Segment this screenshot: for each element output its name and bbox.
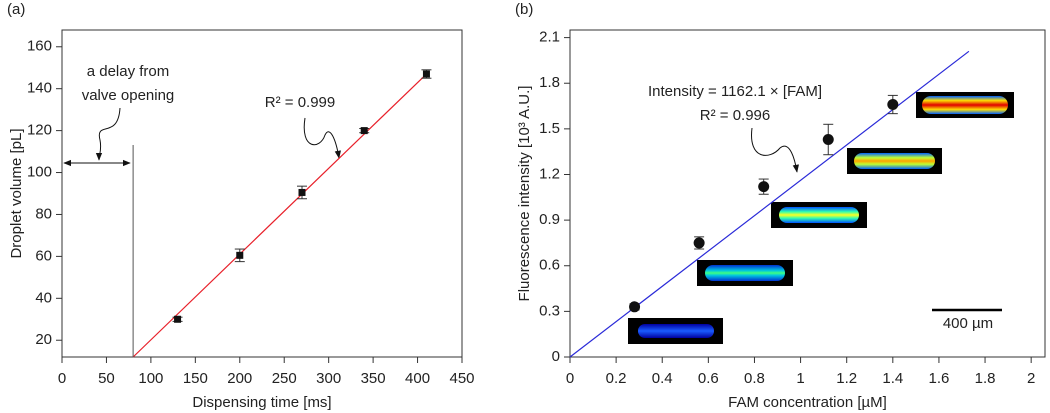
y-tick-label: 20	[35, 331, 52, 348]
point	[422, 70, 430, 78]
x-tick-label: 2	[1027, 370, 1035, 387]
insets	[628, 92, 1014, 344]
annotation: R² = 0.999	[265, 94, 335, 111]
x-tick-label: 150	[183, 370, 208, 387]
x-tick-label: 0.6	[698, 370, 719, 387]
annotation: valve opening	[82, 87, 175, 104]
point	[758, 181, 770, 193]
x-tick-label: 1.2	[836, 370, 857, 387]
x-tick-label: 0	[566, 370, 574, 387]
x-tick-label: 450	[449, 370, 474, 387]
y-tick-label: 0	[552, 348, 560, 365]
panel-label: (b)	[515, 1, 533, 18]
x-tick-label: 0.8	[744, 370, 765, 387]
x-tick-label: 50	[98, 370, 115, 387]
x-axis-label: Dispensing time [ms]	[192, 394, 331, 411]
y-tick-label: 0.6	[539, 257, 560, 274]
y-tick-label: 120	[27, 122, 52, 139]
point	[236, 251, 244, 259]
plot-frame	[569, 29, 1046, 358]
y-tick-label: 140	[27, 80, 52, 97]
point	[693, 237, 705, 249]
x-tick-label: 1.8	[975, 370, 996, 387]
y-tick-label: 0.9	[539, 211, 560, 228]
x-tick-label: 1	[796, 370, 804, 387]
annotation: R² = 0.996	[700, 107, 770, 124]
x-tick-label: 0	[58, 370, 66, 387]
x-tick-label: 200	[227, 370, 252, 387]
y-tick-label: 100	[27, 164, 52, 181]
y-tick-label: 1.5	[539, 120, 560, 137]
point	[887, 99, 899, 111]
fit-line	[132, 73, 427, 358]
x-tick-label: 1.4	[882, 370, 903, 387]
x-tick-label: 0.4	[652, 370, 673, 387]
x-tick-label: 1.6	[929, 370, 950, 387]
y-tick-label: 80	[35, 205, 52, 222]
y-tick-label: 60	[35, 247, 52, 264]
y-axis-label: Droplet volume [pL]	[8, 128, 25, 258]
arrows	[63, 107, 799, 173]
point	[629, 301, 641, 313]
point	[298, 188, 306, 196]
point	[822, 134, 834, 146]
y-tick-label: 2.1	[539, 29, 560, 46]
annotation: a delay from	[87, 63, 170, 80]
y-axis-label: Fluorescence intensity [10³ A.U.]	[516, 86, 533, 302]
x-tick-label: 100	[138, 370, 163, 387]
scale-bar-label: 400 µm	[943, 315, 993, 332]
y-tick-label: 0.3	[539, 302, 560, 319]
point	[174, 315, 182, 323]
annotation: Intensity = 1162.1 × [FAM]	[648, 83, 822, 100]
y-tick-label: 1.8	[539, 74, 560, 91]
y-tick-label: 1.2	[539, 165, 560, 182]
x-axis-label: FAM concentration [µM]	[728, 394, 887, 411]
x-tick-label: 350	[361, 370, 386, 387]
x-tick-label: 250	[272, 370, 297, 387]
point	[360, 127, 368, 135]
plot-frame	[61, 29, 463, 358]
x-tick-label: 0.2	[606, 370, 627, 387]
x-tick-label: 300	[316, 370, 341, 387]
y-tick-label: 40	[35, 289, 52, 306]
x-tick-label: 400	[405, 370, 430, 387]
panel-label: (a)	[7, 1, 25, 18]
y-tick-label: 160	[27, 38, 52, 55]
